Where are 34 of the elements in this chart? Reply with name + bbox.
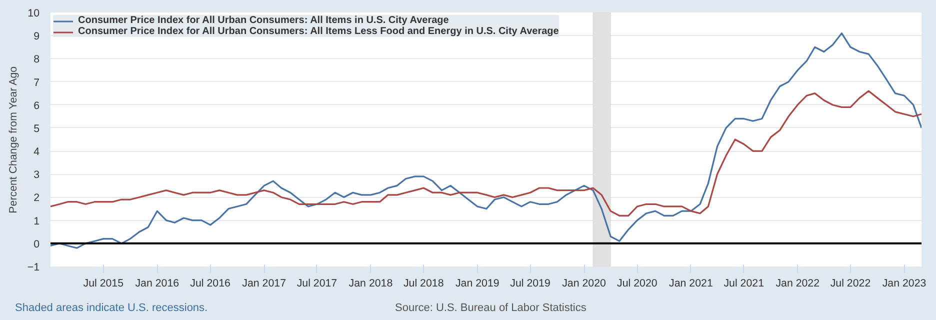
legend-label: Consumer Price Index for All Urban Consumers: All Items in U.S. City Average	[78, 15, 449, 26]
y-tick-label: 8	[34, 54, 40, 66]
y-tick-label: 2	[34, 192, 40, 204]
x-tick-label: Jan 2017	[242, 278, 286, 290]
y-tick-label: −1	[27, 262, 40, 274]
text: Shaded areas indicate U.S. recessions.	[15, 301, 208, 316]
x-tick-label: Jan 2022	[776, 278, 820, 290]
x-tick-label: Jul 2021	[724, 278, 764, 290]
x-tick-label: Jul 2015	[83, 278, 124, 290]
x-tick-label: Jul 2022	[830, 278, 871, 290]
legend-label: Consumer Price Index for All Urban Consumers: All Items Less Food and Energy in U.S. City Average	[78, 26, 559, 37]
y-tick-label: 0	[34, 238, 40, 250]
source-note: Source: U.S. Bureau of Labor Statistics	[395, 301, 586, 316]
y-tick-label: 5	[34, 122, 40, 135]
x-tick-label: Jul 2017	[296, 278, 338, 290]
x-tick-label: Jul 2018	[403, 278, 444, 290]
y-tick-label: 6	[34, 100, 40, 112]
x-tick-label: Jan 2018	[348, 278, 393, 290]
x-tick-label: Jan 2023	[882, 278, 926, 290]
y-tick-label: 1	[34, 215, 40, 228]
x-tick-label: Jan 2016	[135, 278, 180, 290]
x-tick-label: Jul 2019	[510, 278, 550, 290]
x-tick-label: Jul 2020	[617, 278, 658, 290]
y-tick-label: 10	[28, 8, 40, 20]
y-axis-title: Percent Change from Year Ago	[7, 66, 20, 214]
x-tick-label: Jan 2019	[455, 278, 500, 290]
y-tick-label: 4	[34, 146, 40, 158]
y-tick-label: 9	[34, 30, 40, 43]
x-tick-label: Jan 2021	[669, 278, 713, 290]
line-series	[50, 90, 922, 216]
y-tick-label: 7	[34, 76, 40, 89]
x-tick-label: Jul 2016	[190, 278, 231, 290]
y-tick-label: 3	[34, 169, 40, 182]
x-tick-label: Jan 2020	[562, 278, 606, 290]
